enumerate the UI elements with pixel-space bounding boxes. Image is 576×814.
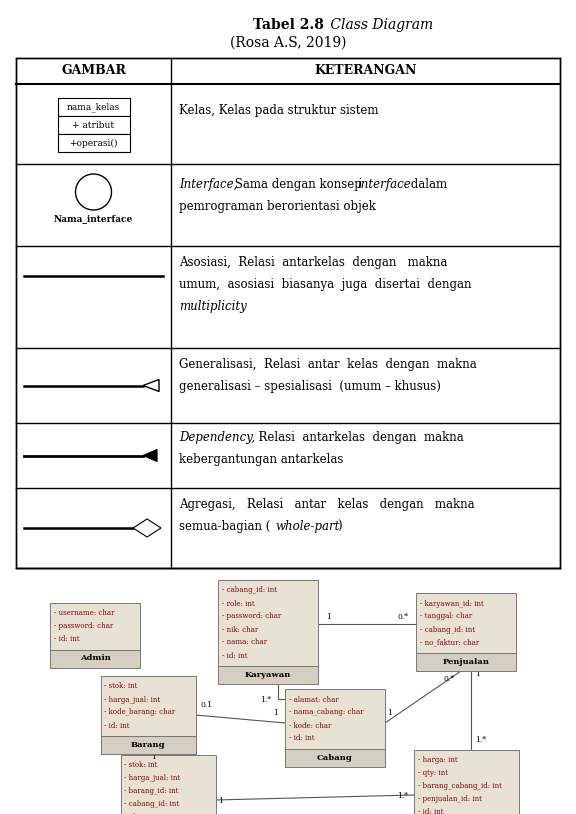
Bar <box>416 593 516 653</box>
Text: Penjualan: Penjualan <box>442 658 490 666</box>
Text: KETERANGAN: KETERANGAN <box>314 64 416 77</box>
Text: Interface,: Interface, <box>179 178 237 191</box>
Text: - id: int: - id: int <box>124 813 150 814</box>
Text: 1.*: 1.* <box>397 792 408 800</box>
Text: Asosiasi,  Relasi  antarkelas  dengan   makna: Asosiasi, Relasi antarkelas dengan makna <box>179 256 448 269</box>
Text: - harga_jual: int: - harga_jual: int <box>104 695 161 703</box>
Text: 1: 1 <box>218 797 223 805</box>
Text: - no_faktur: char: - no_faktur: char <box>420 638 479 646</box>
Text: - cabang_id: int: - cabang_id: int <box>222 587 277 594</box>
Text: 1.*: 1.* <box>475 736 486 743</box>
Text: Karyawan: Karyawan <box>245 671 291 679</box>
Text: - cabang_id: int: - cabang_id: int <box>124 800 180 808</box>
Text: kebergantungan antarkelas: kebergantungan antarkelas <box>179 453 343 466</box>
Text: - id: int: - id: int <box>104 721 130 729</box>
Polygon shape <box>133 519 161 537</box>
Bar <box>100 676 195 736</box>
Text: 1: 1 <box>475 670 480 678</box>
Text: - harga: int: - harga: int <box>418 756 457 764</box>
Text: generalisasi – spesialisasi  (umum – khusus): generalisasi – spesialisasi (umum – khus… <box>179 380 441 393</box>
Text: 1.*: 1.* <box>260 696 271 704</box>
Text: semua-bagian (: semua-bagian ( <box>179 520 270 533</box>
Text: - id: int: - id: int <box>289 734 314 742</box>
Text: Relasi  antarkelas  dengan  makna: Relasi antarkelas dengan makna <box>251 431 464 444</box>
Polygon shape <box>143 379 159 392</box>
Text: Kelas, Kelas pada struktur sistem: Kelas, Kelas pada struktur sistem <box>179 104 378 117</box>
Text: - kode: char: - kode: char <box>289 721 331 729</box>
Bar <box>218 666 318 684</box>
Circle shape <box>75 174 112 210</box>
Text: dalam: dalam <box>407 178 447 191</box>
Text: - stok: int: - stok: int <box>104 682 138 690</box>
Text: whole-part: whole-part <box>275 520 339 533</box>
Text: 0.1: 0.1 <box>200 701 213 709</box>
Text: Sama dengan konsep: Sama dengan konsep <box>231 178 366 191</box>
Text: - id: int: - id: int <box>54 635 79 643</box>
Text: ): ) <box>337 520 342 533</box>
Bar <box>120 755 215 814</box>
Text: Tabel 2.8: Tabel 2.8 <box>252 18 324 32</box>
Text: Agregasi,   Relasi   antar   kelas   dengan   makna: Agregasi, Relasi antar kelas dengan makn… <box>179 498 475 511</box>
Text: (Rosa A.S, 2019): (Rosa A.S, 2019) <box>230 36 346 50</box>
Text: interface: interface <box>357 178 411 191</box>
Text: pemrograman berorientasi objek: pemrograman berorientasi objek <box>179 200 376 213</box>
Text: - harga_jual: int: - harga_jual: int <box>124 774 181 782</box>
Text: - kode_barang: char: - kode_barang: char <box>104 708 176 716</box>
Text: - qty: int: - qty: int <box>418 769 448 777</box>
Text: + atribut: + atribut <box>73 120 115 129</box>
Text: - alamat: char: - alamat: char <box>289 695 339 703</box>
Text: - id: int: - id: int <box>222 651 248 659</box>
Polygon shape <box>143 449 157 462</box>
Text: - id: int: - id: int <box>418 808 443 814</box>
Text: - nik: char: - nik: char <box>222 625 258 633</box>
Bar <box>416 653 516 671</box>
Bar <box>285 749 385 767</box>
Bar <box>58 116 130 134</box>
Text: Class Diagram: Class Diagram <box>326 18 433 32</box>
Text: Admin: Admin <box>79 654 111 663</box>
Bar <box>50 650 140 667</box>
Text: - nama: char: - nama: char <box>222 638 267 646</box>
Bar <box>58 134 130 152</box>
Bar <box>100 736 195 754</box>
Bar <box>50 602 140 650</box>
Text: - penjualan_id: int: - penjualan_id: int <box>418 795 482 803</box>
Text: - nama_cabang: char: - nama_cabang: char <box>289 708 363 716</box>
Bar <box>218 580 318 666</box>
Text: - password: char: - password: char <box>54 622 113 630</box>
Text: - role: int: - role: int <box>222 599 255 607</box>
Text: 0.*: 0.* <box>443 675 454 683</box>
Text: Cabang: Cabang <box>317 754 353 762</box>
Text: - barang_id: int: - barang_id: int <box>124 787 179 795</box>
Text: Nama_interface: Nama_interface <box>54 214 133 223</box>
Bar <box>16 58 560 568</box>
Text: 1: 1 <box>326 613 331 621</box>
Bar <box>285 689 385 749</box>
Text: Barang: Barang <box>131 741 165 749</box>
Text: 1: 1 <box>151 753 156 761</box>
Text: 0.*: 0.* <box>398 613 409 621</box>
Text: 1: 1 <box>273 709 278 717</box>
Text: - barang_cabang_id: int: - barang_cabang_id: int <box>418 782 501 790</box>
Text: multiplicity: multiplicity <box>179 300 247 313</box>
Text: GAMBAR: GAMBAR <box>61 64 126 77</box>
Text: - karyawan_id: int: - karyawan_id: int <box>420 599 484 607</box>
Text: - password: char: - password: char <box>222 612 281 620</box>
Text: Generalisasi,  Relasi  antar  kelas  dengan  makna: Generalisasi, Relasi antar kelas dengan … <box>179 358 477 371</box>
Text: Dependency,: Dependency, <box>179 431 255 444</box>
Text: - username: char: - username: char <box>54 609 115 617</box>
Text: - stok: int: - stok: int <box>124 761 158 769</box>
Text: nama_kelas: nama_kelas <box>67 102 120 112</box>
Text: 1: 1 <box>171 741 176 749</box>
Text: 1: 1 <box>387 709 392 717</box>
Bar <box>414 750 518 814</box>
Bar <box>58 98 130 116</box>
Text: - tanggal: char: - tanggal: char <box>420 612 472 620</box>
Text: - cabang_id: int: - cabang_id: int <box>420 625 475 633</box>
Text: +operasi(): +operasi() <box>69 138 118 147</box>
Text: umum,  asosiasi  biasanya  juga  disertai  dengan: umum, asosiasi biasanya juga disertai de… <box>179 278 472 291</box>
